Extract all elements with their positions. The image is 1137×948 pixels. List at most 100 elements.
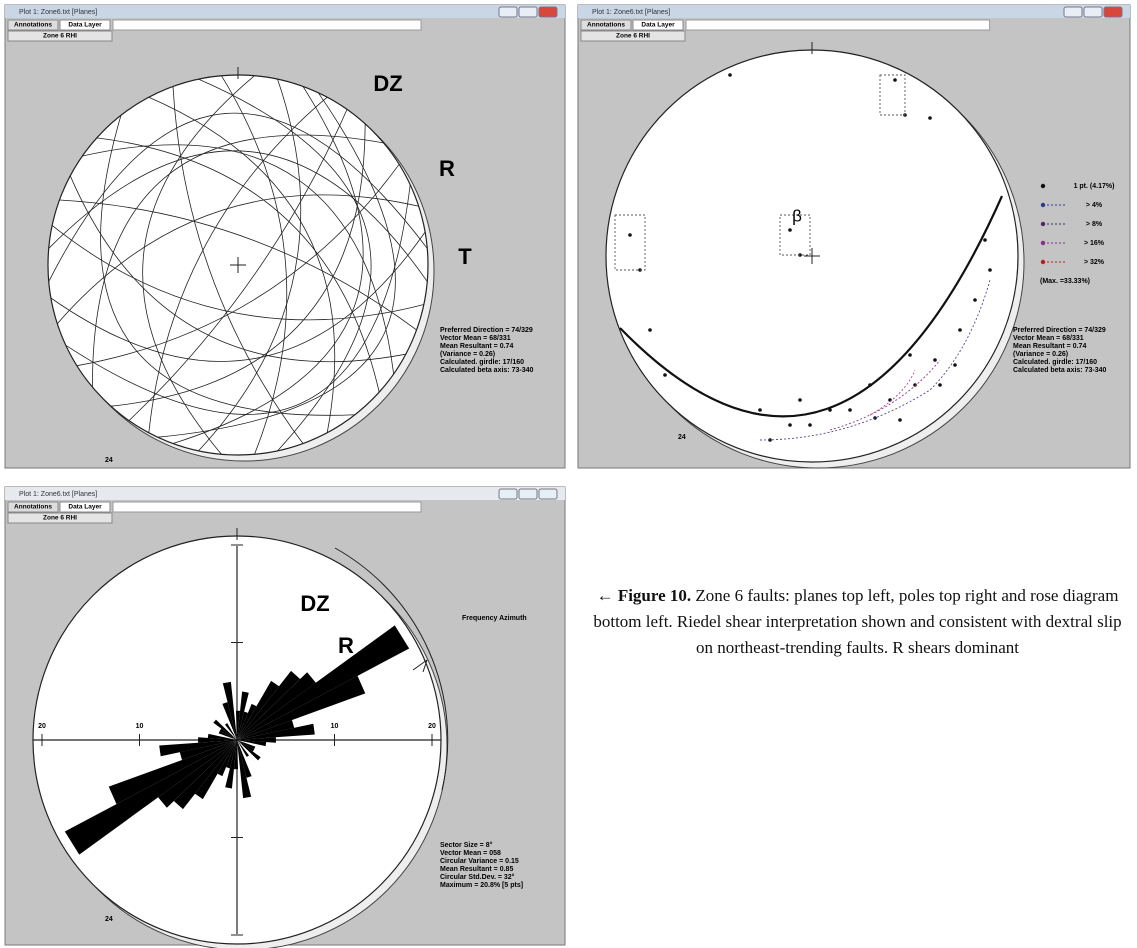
rose-petal — [237, 737, 276, 743]
stats-line: Mean Resultant = 0.85 — [440, 866, 513, 873]
great-circle — [148, 96, 336, 433]
axis-tick — [231, 734, 433, 936]
rose-petal — [224, 723, 237, 740]
great-circle — [110, 123, 366, 407]
pole-dot — [973, 298, 977, 302]
layer-button[interactable] — [7, 30, 113, 42]
tab[interactable] — [59, 501, 111, 513]
title-bar — [5, 487, 565, 500]
tab-strip — [685, 19, 991, 31]
axis-tick — [139, 642, 243, 746]
pole-dot — [628, 233, 632, 237]
layer-label: Zone 6 RHI — [43, 515, 77, 522]
pole-dot — [828, 408, 832, 412]
rose-petal — [198, 737, 237, 743]
legend-label: > 4% — [1086, 202, 1103, 209]
title-bar — [578, 5, 1130, 18]
pole-dot — [798, 398, 802, 402]
tab[interactable] — [7, 501, 59, 513]
maximize-button[interactable] — [518, 6, 538, 18]
maximize-button[interactable] — [518, 488, 538, 500]
rose-petal — [158, 740, 237, 808]
rose-petal — [237, 740, 252, 799]
great-circle — [82, 144, 395, 375]
girdle — [619, 195, 1004, 418]
title-bar — [5, 5, 565, 18]
figure-caption: ← Figure 10. Zone 6 faults: planes top l… — [585, 583, 1130, 661]
pole-dot — [648, 328, 652, 332]
beta-label: β — [792, 206, 802, 225]
tab[interactable] — [7, 19, 59, 31]
rose-petal — [237, 723, 315, 740]
minimize-button[interactable] — [498, 488, 518, 500]
rose-petal — [237, 675, 366, 740]
layer-button[interactable] — [7, 512, 113, 524]
azimuth-arrow — [412, 659, 428, 673]
rose-petal — [237, 711, 248, 740]
great-circle — [65, 184, 411, 415]
legend-dot — [1040, 259, 1046, 265]
great-circle — [198, 78, 372, 452]
minimize-button[interactable] — [1063, 6, 1083, 18]
layer-label: Zone 6 RHI — [616, 33, 650, 40]
rose-petal — [226, 740, 237, 769]
legend-dot — [1040, 202, 1046, 208]
tab[interactable] — [580, 19, 632, 31]
maximize-button[interactable] — [1083, 6, 1103, 18]
great-circle — [128, 109, 348, 421]
close-button[interactable] — [1103, 6, 1123, 18]
great-circle — [157, 92, 396, 438]
great-circle — [76, 164, 400, 367]
legend-label: > 32% — [1084, 259, 1105, 266]
pole-dot — [913, 383, 917, 387]
great-circle — [100, 115, 355, 416]
tab-label: Annotations — [14, 504, 52, 511]
pole-dot — [893, 78, 897, 82]
stats-line: (Variance = 0.26) — [1013, 351, 1068, 358]
shear-label: T — [458, 244, 472, 269]
tab-label: Data Layer — [68, 504, 102, 511]
rose-petal — [237, 703, 257, 740]
rose-petal — [237, 740, 261, 761]
tab-label: Annotations — [14, 22, 52, 29]
window-title: Plot 1: Zone6.txt [Planes] — [592, 9, 670, 16]
pole-dot — [788, 423, 792, 427]
great-circle — [48, 112, 428, 282]
great-circle — [48, 150, 428, 282]
close-button[interactable] — [538, 488, 558, 500]
great-circle — [50, 231, 426, 362]
pole-dot — [933, 358, 937, 362]
legend-dot — [1040, 221, 1046, 227]
tab[interactable] — [632, 19, 684, 31]
tab[interactable] — [59, 19, 111, 31]
rose-petal — [237, 625, 410, 740]
contour — [759, 279, 991, 441]
close-button[interactable] — [538, 6, 558, 18]
great-circle — [51, 225, 424, 321]
stats-line: Maximum = 20.8% [5 pts] — [440, 882, 523, 889]
pole-dot — [953, 363, 957, 367]
minimize-button[interactable] — [498, 6, 518, 18]
pole-dot — [908, 353, 912, 357]
great-circle — [56, 194, 419, 324]
rose-petal — [173, 740, 237, 810]
stats-line: Calculated. girdle: 17/160 — [1013, 359, 1097, 366]
rose-petal — [217, 740, 237, 777]
legend-dot — [1040, 240, 1046, 246]
shear-label: R — [338, 633, 354, 658]
tab-label: Data Layer — [641, 22, 675, 29]
stats-line: Vector Mean = 058 — [440, 850, 501, 857]
great-circle — [59, 199, 417, 331]
layer-button[interactable] — [580, 30, 686, 42]
count-label: 24 — [105, 916, 113, 923]
stats-line: Mean Resultant = 0.74 — [440, 343, 513, 350]
rose-petal — [179, 740, 237, 761]
rose-petal — [194, 740, 237, 800]
axis-tick — [41, 544, 243, 746]
axis-label: 20 — [38, 723, 46, 730]
rose-petal — [222, 702, 237, 740]
rose-petal — [213, 719, 237, 740]
great-circle — [221, 75, 288, 455]
shear-label: R — [439, 156, 455, 181]
shear-label: DZ — [300, 591, 329, 616]
